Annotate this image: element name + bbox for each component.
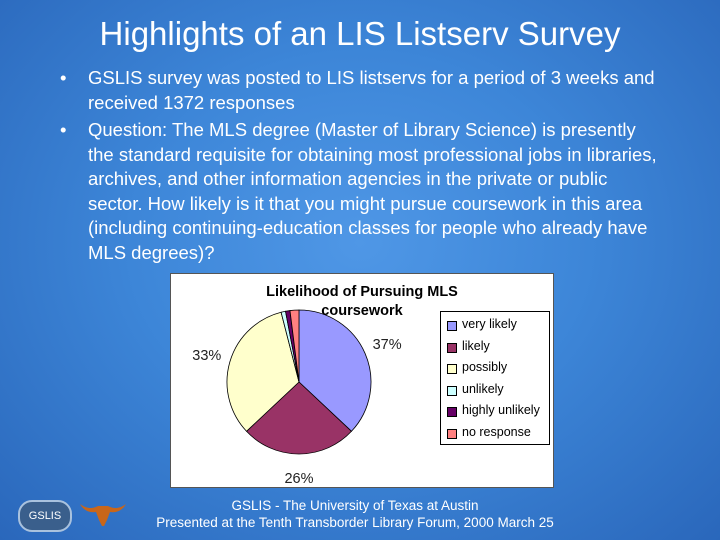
chart-legend: very likely likely possibly unlikely highly … bbox=[440, 311, 550, 445]
legend-swatch bbox=[447, 342, 457, 353]
bullet-symbol: • bbox=[60, 119, 67, 140]
bullet-text: GSLIS survey was posted to LIS listservs… bbox=[88, 67, 655, 113]
pie-label-likely: 26% bbox=[284, 471, 313, 487]
pie-slice-possibly bbox=[226, 311, 300, 432]
legend-label: highly unlikely bbox=[462, 403, 540, 417]
legend-swatch bbox=[447, 385, 457, 396]
bullet-text: Question: The MLS degree (Master of Libr… bbox=[88, 119, 657, 263]
footer-line-1: GSLIS - The University of Texas at Austi… bbox=[231, 498, 479, 513]
legend-label: likely bbox=[462, 338, 490, 353]
pie-label-possibly: 33% bbox=[192, 348, 221, 364]
bullet-item: • GSLIS survey was posted to LIS listser… bbox=[60, 66, 660, 115]
legend-label: unlikely bbox=[462, 381, 504, 396]
chart-title: Likelihood of Pursuing MLS coursework bbox=[227, 283, 497, 321]
bullet-list: • GSLIS survey was posted to LIS listser… bbox=[60, 66, 660, 268]
legend-swatch bbox=[447, 364, 457, 374]
bullet-symbol: • bbox=[60, 67, 67, 88]
gslis-logo-text: GSLIS bbox=[28, 510, 62, 522]
pie-slice-very-likely bbox=[298, 309, 372, 432]
chart-title-line-1: Likelihood of Pursuing MLS bbox=[266, 284, 458, 300]
legend-swatch bbox=[447, 407, 457, 417]
footer-line-2: Presented at the Tenth Transborder Libra… bbox=[156, 515, 554, 530]
legend-label: very likely bbox=[462, 317, 517, 331]
legend-swatch bbox=[447, 321, 457, 331]
bullet-item: • Question: The MLS degree (Master of Li… bbox=[60, 118, 660, 265]
pie-chart: 37% 26% 33% Likelihood of Pursuing MLS cou… bbox=[170, 273, 554, 488]
chart-title-line-2: coursework bbox=[321, 303, 403, 319]
pie-chart-svg: 37% 26% 33% bbox=[192, 309, 402, 487]
pie-slice-likely bbox=[245, 381, 353, 455]
slide-title: Highlights of an LIS Listserv Survey bbox=[99, 15, 621, 52]
legend-label: no response bbox=[462, 424, 531, 439]
longhorn-icon bbox=[80, 504, 126, 526]
footer: GSLIS - The University of Texas at Austi… bbox=[140, 497, 570, 531]
pie-slice-no-response bbox=[289, 309, 300, 383]
pie-label-very-likely: 37% bbox=[373, 337, 402, 353]
legend-label: possibly bbox=[462, 360, 508, 374]
legend-swatch bbox=[447, 428, 457, 439]
gslis-logo: GSLIS bbox=[18, 500, 72, 532]
